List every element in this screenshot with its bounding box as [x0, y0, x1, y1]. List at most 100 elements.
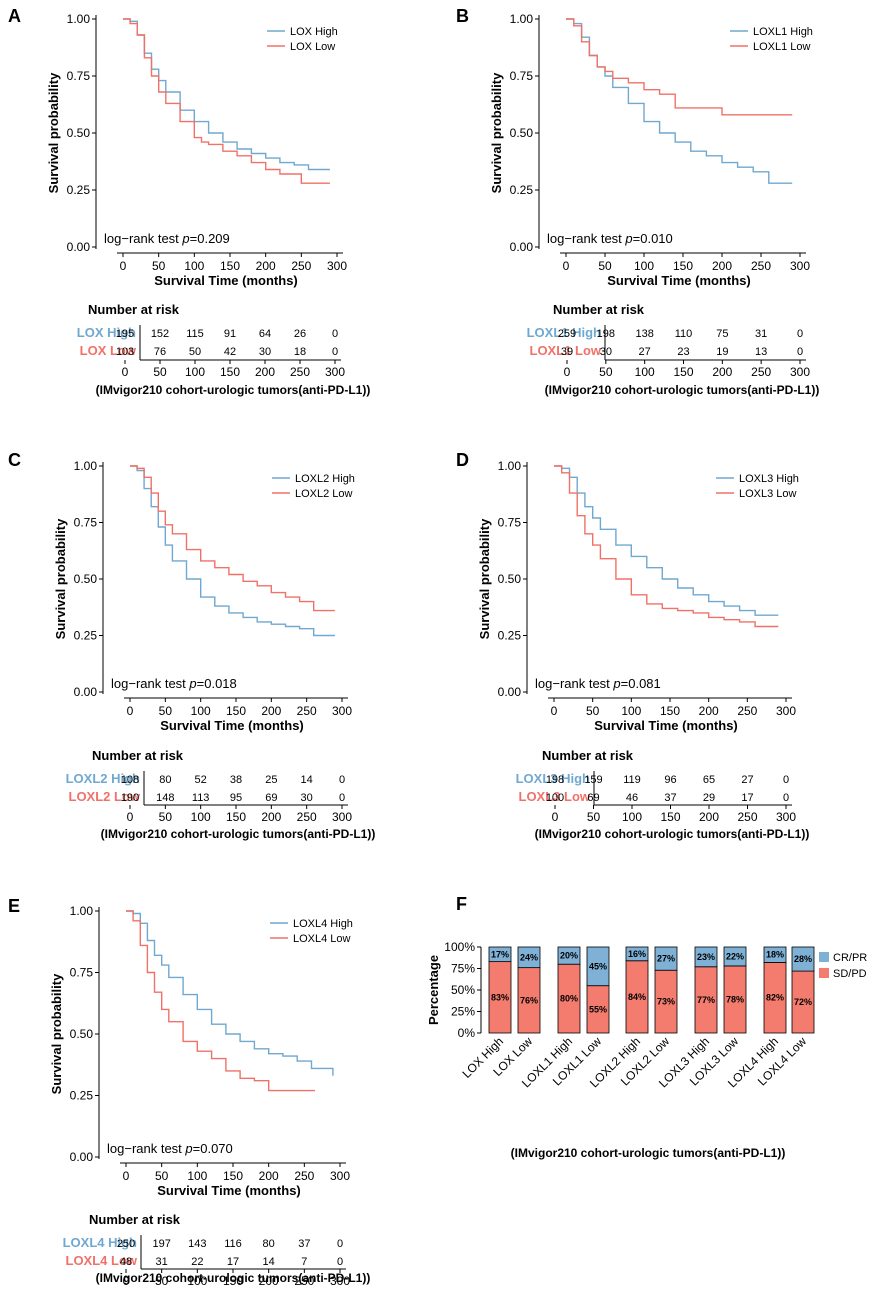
legend-label: LOXL1 High — [753, 26, 813, 38]
y-tick-label: 0% — [458, 1026, 476, 1040]
survival-curve-low — [566, 18, 793, 116]
risk-x-tick-label: 0 — [564, 365, 571, 379]
y-tick-label: 0.25 — [498, 629, 522, 643]
y-tick-label: 0.50 — [67, 126, 91, 140]
x-tick-label: 50 — [152, 259, 166, 273]
risk-row-label: LOX High — [77, 325, 136, 340]
risk-count: 0 — [337, 1256, 343, 1268]
y-axis-title: Percentage — [426, 955, 441, 1025]
bar-label-sdpd: 76% — [520, 995, 538, 1005]
risk-count: 7 — [301, 1256, 307, 1268]
risk-count: 95 — [230, 792, 242, 804]
risk-count: 27 — [741, 774, 753, 786]
risk-count: 113 — [192, 792, 210, 804]
x-tick-label: 0 — [123, 1169, 130, 1183]
risk-row-label: LOXL3 High — [516, 771, 590, 786]
x-tick-label: 300 — [330, 1169, 350, 1183]
x-tick-label: 250 — [297, 704, 317, 718]
risk-x-tick-label: 100 — [622, 810, 642, 824]
y-tick-label: 50% — [451, 983, 475, 997]
x-tick-label: 250 — [291, 259, 311, 273]
risk-x-tick-label: 0 — [552, 810, 559, 824]
risk-count: 119 — [623, 774, 641, 786]
risk-count: 64 — [259, 328, 271, 340]
y-tick-label: 0.50 — [498, 572, 522, 586]
bar-label-sdpd: 77% — [697, 995, 715, 1005]
risk-row-label: LOXL4 Low — [66, 1253, 138, 1268]
legend-label: LOXL4 High — [293, 918, 353, 930]
y-tick-label: 0.50 — [510, 126, 534, 140]
risk-x-tick-label: 250 — [294, 1274, 314, 1288]
risk-x-tick-label: 250 — [290, 365, 310, 379]
risk-count: 91 — [224, 328, 236, 340]
y-tick-label: 100% — [444, 940, 475, 954]
y-tick-label: 0.00 — [70, 1150, 94, 1164]
x-tick-label: 100 — [621, 704, 641, 718]
logrank-annotation: log−rank test p=0.018 — [111, 676, 237, 691]
risk-count: 76 — [154, 346, 166, 358]
risk-x-tick-label: 50 — [599, 365, 613, 379]
risk-count: 259 — [558, 328, 576, 340]
x-tick-label: 200 — [712, 259, 732, 273]
risk-x-tick-label: 150 — [660, 810, 680, 824]
y-tick-label: 0.50 — [70, 1027, 94, 1041]
bar-crpr — [791, 946, 815, 972]
bar-crpr — [488, 946, 512, 963]
risk-row-label: LOXL4 High — [63, 1235, 137, 1250]
risk-row-label: LOXL1 Low — [530, 343, 602, 358]
bar-crpr — [586, 946, 610, 987]
km-panel-d: D 0.00 0.25 0.50 0.75 1.00 0 50 100 150 200 250 300 S… — [456, 450, 809, 841]
risk-count: 0 — [339, 774, 345, 786]
y-tick-label: 1.00 — [67, 12, 91, 26]
bar-label-crpr: 45% — [589, 961, 607, 971]
survival-curve-high — [554, 465, 779, 616]
risk-count: 23 — [677, 346, 689, 358]
x-tick-label: 150 — [226, 704, 246, 718]
y-tick-label: 0.00 — [510, 240, 534, 254]
bar-label-crpr: 17% — [491, 949, 509, 959]
bar-label-sdpd: 72% — [794, 997, 812, 1007]
y-tick-label: 0.00 — [74, 685, 98, 699]
bar-label-sdpd: 83% — [491, 992, 509, 1002]
x-tick-label: 300 — [776, 704, 796, 718]
risk-table-title: Number at risk — [553, 302, 645, 317]
y-tick-label: 0.25 — [70, 1089, 94, 1103]
bar-label-crpr: 20% — [560, 951, 578, 961]
logrank-annotation: log−rank test p=0.081 — [535, 676, 661, 691]
bar-label-crpr: 23% — [697, 952, 715, 962]
risk-count: 0 — [783, 774, 789, 786]
x-tick-label: 250 — [751, 259, 771, 273]
risk-x-tick-label: 250 — [751, 365, 771, 379]
risk-count: 0 — [797, 328, 803, 340]
legend-label: CR/PR — [833, 952, 867, 964]
x-tick-label: 50 — [598, 259, 612, 273]
risk-count: 80 — [263, 1238, 275, 1250]
bar-label-crpr: 27% — [657, 954, 675, 964]
risk-x-tick-label: 200 — [259, 1274, 279, 1288]
x-tick-label: 100 — [191, 704, 211, 718]
x-tick-label: 300 — [332, 704, 352, 718]
bar-label-crpr: 22% — [726, 951, 744, 961]
bar-label-crpr: 16% — [628, 949, 646, 959]
y-tick-label: 0.25 — [74, 629, 98, 643]
y-axis-title: Survival probability — [477, 518, 492, 639]
risk-count: 38 — [230, 774, 242, 786]
risk-x-tick-label: 300 — [332, 810, 352, 824]
risk-count: 14 — [263, 1256, 275, 1268]
y-tick-label: 75% — [451, 962, 475, 976]
x-tick-label: 50 — [586, 704, 600, 718]
risk-count: 26 — [294, 328, 306, 340]
risk-count: 29 — [703, 792, 715, 804]
y-tick-label: 0.00 — [67, 240, 91, 254]
risk-count: 13 — [755, 346, 767, 358]
km-panel-e: E 0.00 0.25 0.50 0.75 1.00 0 50 100 150 200 250 300 S… — [8, 896, 370, 1288]
y-tick-label: 0.75 — [74, 516, 98, 530]
risk-count: 42 — [224, 346, 236, 358]
risk-x-tick-label: 150 — [220, 365, 240, 379]
risk-x-tick-label: 300 — [325, 365, 345, 379]
risk-x-tick-label: 0 — [122, 365, 129, 379]
risk-row-label: LOXL2 High — [66, 771, 140, 786]
risk-count: 22 — [191, 1256, 203, 1268]
x-tick-label: 0 — [563, 259, 570, 273]
risk-count: 52 — [195, 774, 207, 786]
